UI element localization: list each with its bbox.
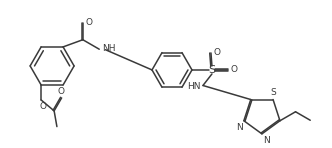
Text: O: O	[213, 48, 220, 57]
Text: NH: NH	[102, 44, 115, 53]
Text: O: O	[85, 18, 92, 27]
Text: HN: HN	[187, 82, 201, 91]
Text: O: O	[230, 65, 237, 74]
Text: O: O	[39, 102, 46, 111]
Text: S: S	[270, 88, 276, 97]
Text: N: N	[263, 136, 270, 145]
Text: O: O	[57, 87, 64, 96]
Text: S: S	[208, 65, 215, 75]
Text: N: N	[236, 123, 243, 132]
